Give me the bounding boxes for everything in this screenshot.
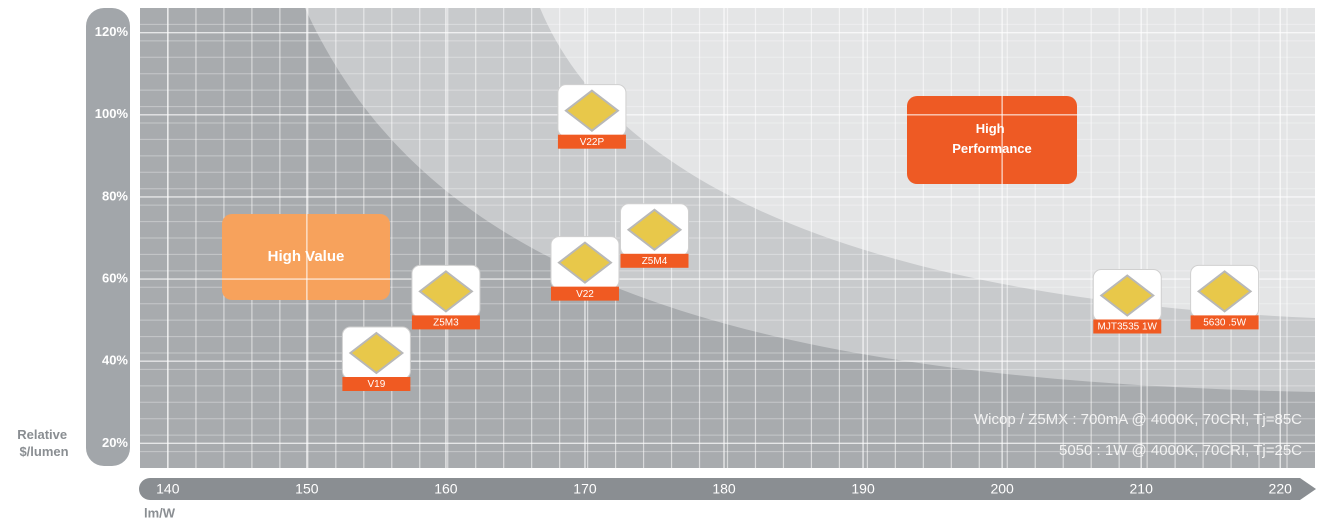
led-marker: V22P [557,84,627,149]
led-marker: 5630 .5W [1190,264,1260,330]
marker-tag [1190,315,1259,330]
marker-chip [348,331,405,375]
x-tick-label: 220 [1269,481,1293,497]
y-tick-label: 40% [102,353,128,368]
marker-chip [1099,274,1155,317]
y-tick-label: 20% [102,435,128,450]
marker-tag [1093,319,1162,334]
region-label-line: Performance [952,141,1031,156]
region-label: High Performance [952,121,1031,156]
led-marker: Z5M4 [619,203,689,268]
x-tick-label: 180 [712,481,736,497]
x-tick-label: 200 [990,481,1014,497]
y-axis-bar [86,8,130,466]
y-axis-label-line: Relative [17,427,67,442]
x-tick-label: 190 [851,481,875,497]
marker-label: Z5M3 [433,318,459,329]
marker-tag [620,253,689,268]
annotation: 5050 : 1W @ 4000K, 70CRI, Tj=25C [1059,442,1302,459]
marker-label: Z5M4 [642,256,668,267]
marker-chip [418,270,474,313]
marker-chip [1196,270,1253,313]
y-tick-label: 120% [95,24,129,39]
marker-tag [411,315,480,330]
marker-tag [342,377,411,391]
x-tick-label: 170 [573,481,597,497]
y-axis-label: Relative $/lumen [17,427,71,459]
region-label: High Value [268,248,345,265]
marker-label: 5630 .5W [1203,318,1246,329]
led-marker: Z5M3 [411,264,481,330]
led-marker: V22 [550,236,620,301]
marker-label: V19 [367,379,385,390]
led-marker: V19 [341,326,411,391]
x-tick-label: 160 [434,481,458,497]
y-tick-label: 80% [102,188,128,203]
x-axis-bar [139,478,1316,500]
x-tick-label: 140 [156,481,180,497]
marker-label: MJT3535 1W [1098,322,1158,333]
x-axis-label: lm/W [144,505,176,520]
marker-tag [550,286,619,301]
marker-chip [564,89,620,132]
y-tick-label: 100% [95,106,129,121]
marker-tag [557,134,626,149]
y-axis-label-line: $/lumen [19,444,68,459]
x-tick-label: 210 [1130,481,1154,497]
region-label-line: High [976,121,1005,136]
marker-label: V22P [580,137,605,148]
led-marker: MJT3535 1W [1092,269,1162,334]
marker-chip [557,241,613,284]
y-tick-label: 60% [102,271,128,286]
annotation: Wicop / Z5MX : 700mA @ 4000K, 70CRI, Tj=… [974,411,1302,428]
region-box [907,96,1077,184]
marker-label: V22 [576,289,594,300]
dark-region [140,8,1315,468]
marker-chip [626,208,683,252]
x-tick-label: 150 [295,481,319,497]
